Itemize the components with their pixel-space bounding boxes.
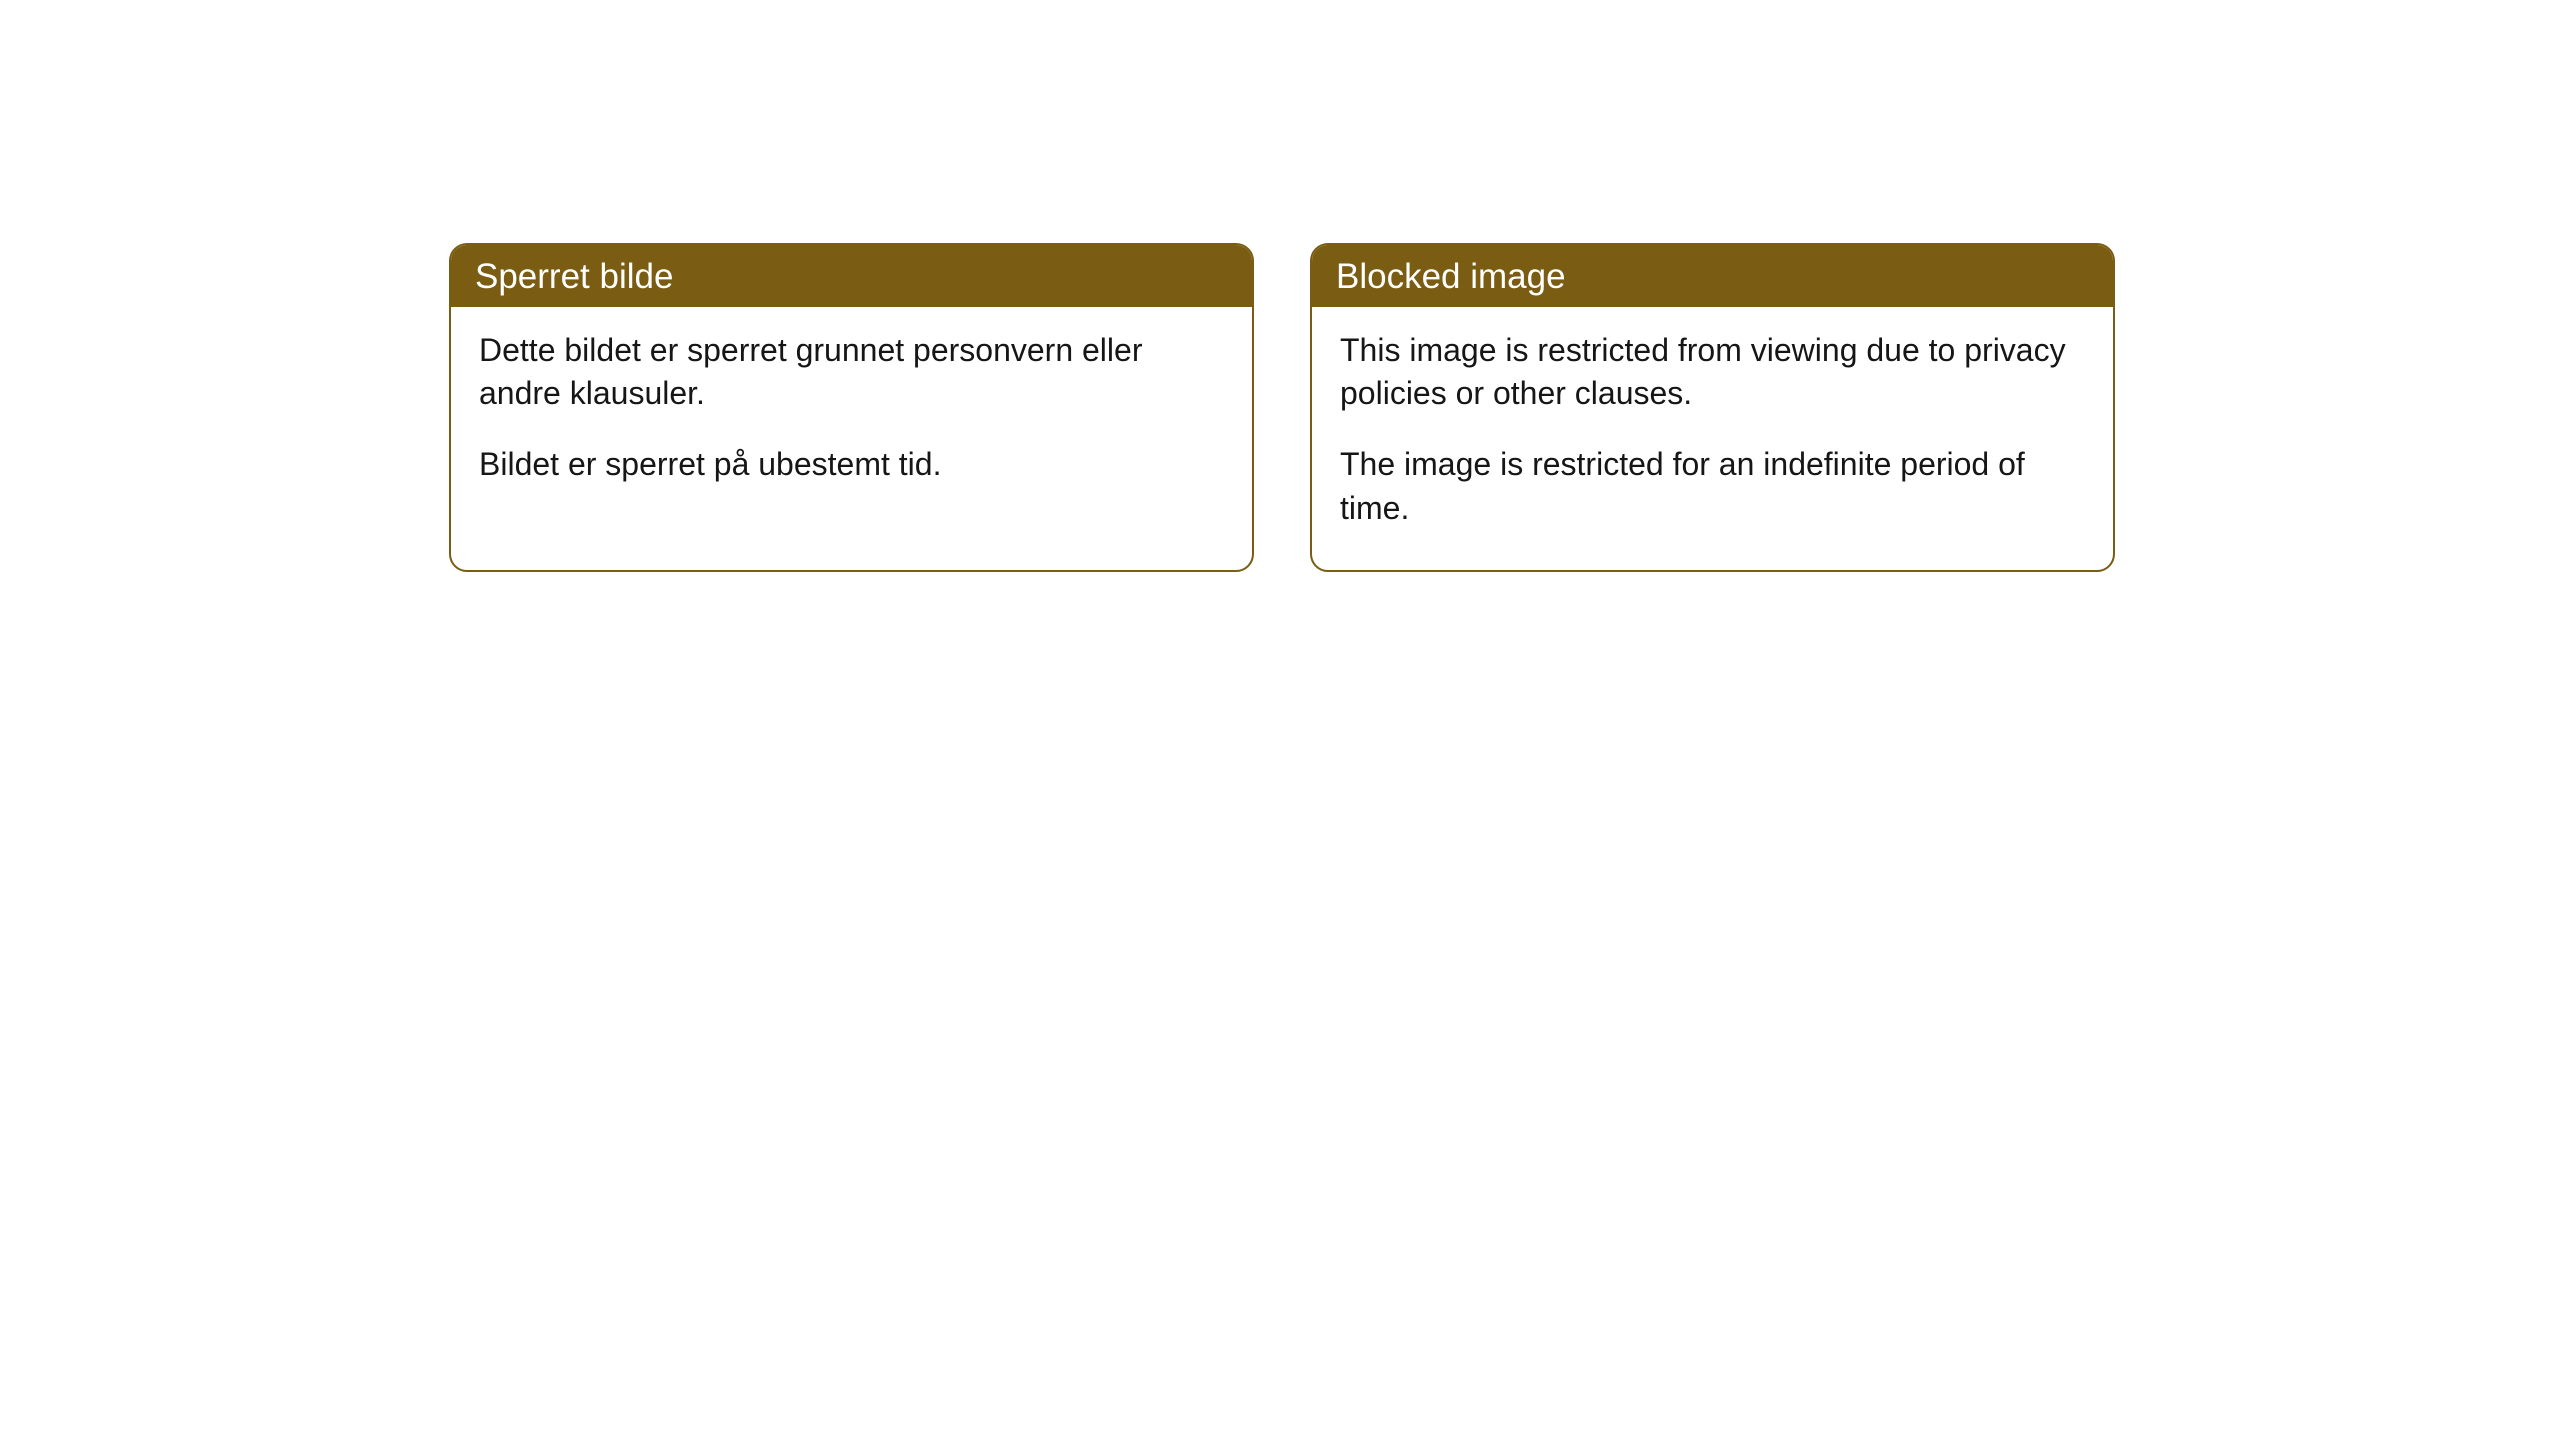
card-paragraph: Bildet er sperret på ubestemt tid. [479, 443, 1224, 486]
card-header: Sperret bilde [451, 245, 1252, 307]
card-paragraph: This image is restricted from viewing du… [1340, 329, 2085, 415]
card-header: Blocked image [1312, 245, 2113, 307]
notice-card-norwegian: Sperret bilde Dette bildet er sperret gr… [449, 243, 1254, 572]
notice-card-english: Blocked image This image is restricted f… [1310, 243, 2115, 572]
card-title: Sperret bilde [475, 257, 673, 296]
notice-card-container: Sperret bilde Dette bildet er sperret gr… [449, 243, 2115, 572]
card-paragraph: Dette bildet er sperret grunnet personve… [479, 329, 1224, 415]
card-body: Dette bildet er sperret grunnet personve… [451, 307, 1252, 527]
card-body: This image is restricted from viewing du… [1312, 307, 2113, 570]
card-paragraph: The image is restricted for an indefinit… [1340, 443, 2085, 529]
card-title: Blocked image [1336, 257, 1566, 296]
